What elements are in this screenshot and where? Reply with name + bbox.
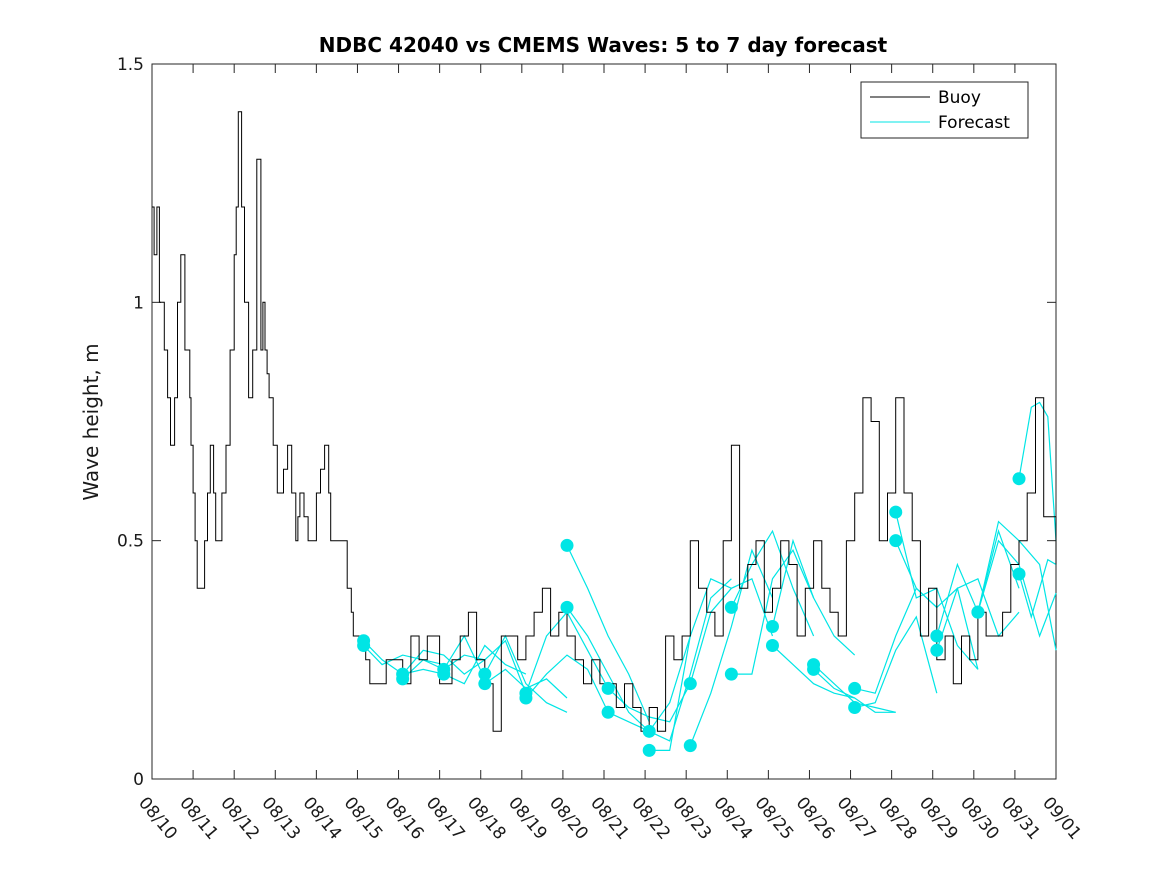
x-tick-label: 08/16: [381, 793, 428, 843]
x-tick-label: 08/19: [504, 793, 551, 843]
legend-forecast-label: Forecast: [938, 113, 1010, 133]
forecast-start-marker: [560, 600, 574, 614]
x-tick-label: 08/25: [751, 793, 798, 843]
forecast-start-marker: [930, 643, 944, 657]
x-tick-label: 08/15: [340, 793, 387, 843]
x-tick-label: 08/30: [956, 793, 1003, 843]
forecast-start-marker: [601, 681, 615, 695]
x-tick-label: 08/21: [586, 793, 633, 843]
forecast-series-line: [772, 645, 855, 699]
x-tick-label: 09/01: [1038, 793, 1085, 843]
forecast-start-marker: [724, 600, 738, 614]
x-tick-label: 08/24: [709, 793, 756, 843]
forecast-start-marker: [478, 677, 492, 691]
forecast-start-marker: [889, 505, 903, 519]
forecast-start-marker: [683, 677, 697, 691]
x-tick-label: 08/13: [257, 793, 304, 843]
forecast-series-line: [689, 548, 774, 746]
legend-buoy-label: Buoy: [938, 88, 981, 108]
x-tick-label: 08/17: [422, 793, 469, 843]
forecast-start-marker: [848, 681, 862, 695]
x-tick-label: 08/20: [545, 793, 592, 843]
x-tick-label: 08/29: [915, 793, 962, 843]
forecast-series-line: [771, 538, 856, 656]
x-tick-label: 08/14: [299, 793, 346, 843]
forecast-start-marker: [1012, 567, 1026, 581]
plot-frame: [151, 63, 1057, 780]
plot-area: 00.511.508/1008/1108/1208/1308/1408/1508…: [117, 55, 1085, 844]
forecast-series-line: [363, 645, 444, 666]
buoy-series-line: [152, 111, 1057, 732]
forecast-start-marker: [971, 605, 985, 619]
x-tick-label: 08/31: [997, 793, 1044, 843]
forecast-start-marker: [396, 667, 410, 681]
forecast-start-marker: [848, 701, 862, 714]
forecast-series-line: [1018, 401, 1057, 541]
forecast-start-marker: [765, 639, 779, 653]
forecast-series-line: [1018, 558, 1057, 620]
x-tick-label: 08/27: [833, 793, 880, 843]
forecast-start-marker: [601, 705, 615, 719]
forecast-series-line: [854, 615, 938, 709]
forecast-start-marker: [519, 691, 533, 705]
forecast-series-line: [566, 607, 650, 732]
forecast-start-marker: [642, 724, 656, 738]
y-tick-label: 1: [133, 293, 144, 313]
y-tick-label: 0.5: [117, 532, 144, 552]
forecast-start-marker: [560, 538, 574, 552]
x-tick-label: 08/12: [216, 793, 263, 843]
x-tick-label: 08/11: [175, 793, 222, 843]
y-tick-label: 0: [133, 770, 144, 790]
x-tick-label: 08/10: [134, 793, 181, 843]
forecast-series-line: [689, 577, 774, 684]
legend: Buoy Forecast: [860, 81, 1029, 139]
forecast-start-marker: [642, 743, 656, 757]
x-tick-label: 08/22: [627, 793, 674, 843]
forecast-series-line: [525, 654, 609, 713]
forecast-start-marker: [1012, 472, 1026, 486]
y-tick-label: 1.5: [117, 55, 144, 75]
y-axis-label: Wave height, m: [79, 343, 103, 500]
forecast-series-line: [648, 578, 732, 742]
forecast-series-line: [936, 577, 1020, 651]
forecast-start-marker: [478, 667, 492, 681]
forecast-start-marker: [765, 619, 779, 633]
forecast-start-marker: [930, 629, 944, 643]
x-tick-label: 08/23: [668, 793, 715, 843]
forecast-series-line: [730, 529, 815, 637]
forecast-series-line: [731, 548, 815, 675]
forecast-series-line: [443, 644, 527, 685]
chart-title: NDBC 42040 vs CMEMS Waves: 5 to 7 day fo…: [319, 33, 888, 57]
legend-box: [860, 81, 1029, 139]
x-tick-label: 08/18: [463, 793, 510, 843]
forecast-start-marker: [889, 534, 903, 548]
forecast-start-marker: [807, 662, 821, 676]
x-tick-label: 08/26: [792, 793, 839, 843]
forecast-start-marker: [357, 639, 371, 653]
forecast-series-line: [402, 649, 486, 675]
forecast-series-line: [813, 668, 896, 713]
forecast-start-marker: [724, 667, 738, 681]
forecast-start-marker: [437, 667, 451, 681]
forecast-series-line: [566, 545, 650, 723]
forecast-series-line: [484, 634, 568, 713]
forecast-start-marker: [683, 739, 697, 753]
x-tick-label: 08/28: [874, 793, 921, 843]
